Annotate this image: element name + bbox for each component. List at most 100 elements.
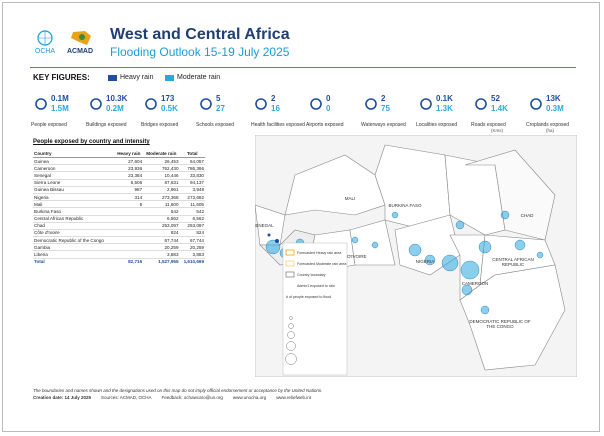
acmad-emblem xyxy=(71,31,91,45)
ocha-emblem xyxy=(37,30,53,46)
figure-name: Bridges exposed xyxy=(141,122,179,128)
table-cell: Sierra Leone xyxy=(33,179,115,187)
divider xyxy=(30,67,576,68)
creation-date: Creation date: 14 July 2025 xyxy=(33,395,92,400)
table-row: Gambia 20,259 20,259 xyxy=(33,243,205,252)
figure-unit: (Kms) xyxy=(491,128,503,133)
heavy-value: 13K xyxy=(546,94,561,103)
exposure-table: Country Heavy rain Moderate rain Total Guine… xyxy=(33,150,205,265)
table-cell: 23,936 xyxy=(114,164,144,173)
table-cell: Burkina Faso xyxy=(33,207,115,216)
title: West and Central Africa xyxy=(110,26,290,43)
subtitle: Flooding Outlook 15-19 July 2025 xyxy=(110,45,290,59)
link[interactable]: www.unocha.org xyxy=(232,395,267,400)
icon-shape xyxy=(475,98,487,110)
table-cell: 11,605 xyxy=(179,200,205,209)
legend-item: Heavy rain xyxy=(108,74,153,81)
table-cell: 5 xyxy=(114,200,144,209)
table-cell: 23,384 xyxy=(114,171,144,180)
icon xyxy=(530,98,542,110)
table-cell: 762,430 xyxy=(143,164,180,173)
legend-text: Country boundary xyxy=(297,273,326,277)
table-row: Guinea 27,604 26,453 54,057 xyxy=(33,157,205,166)
heavy-value: 52 xyxy=(491,94,500,103)
map-label: CHAD xyxy=(521,213,535,218)
table-cell: Senegal xyxy=(33,171,115,180)
column-header: Heavy rain xyxy=(114,150,144,158)
moderate-value: 1.5M xyxy=(51,104,69,113)
table-cell: 6,506 xyxy=(114,179,144,187)
table-cell: 273,682 xyxy=(179,193,205,202)
table-cell: 54,057 xyxy=(179,157,205,166)
total-row: Total 82,716 1,527,955 1,610,669 xyxy=(33,258,205,265)
table-row: Democratic Republic of the Congo 67,744 67… xyxy=(33,236,205,245)
map-legend: Forecasted Heavy rain area Forecasted Mod… xyxy=(285,249,346,299)
table-cell: 542 xyxy=(143,207,180,216)
icon-shape xyxy=(310,98,322,110)
legend-text: Forecasted Heavy rain area xyxy=(297,251,341,255)
icon-shape xyxy=(145,98,157,110)
logo-text: ACMAD xyxy=(66,48,94,55)
icon xyxy=(255,98,267,110)
table-cell: 824 xyxy=(143,229,180,238)
figure-name: Airports exposed xyxy=(306,122,344,128)
table-cell: 11,600 xyxy=(143,200,180,209)
table-cell: 3,948 xyxy=(179,186,205,194)
legend-text: Heavy rain xyxy=(120,74,154,81)
map-label: BURKINA FASO xyxy=(388,203,422,208)
table-cell: 824 xyxy=(179,229,205,238)
table-cell: 26,453 xyxy=(143,157,180,166)
moderate-value: 0 xyxy=(326,104,331,113)
figure-name: People exposed xyxy=(31,122,67,128)
moderate-value: 1.4K xyxy=(491,104,508,113)
figure-name: Schools exposed xyxy=(196,122,235,128)
total-cell: 82,716 xyxy=(128,259,143,265)
table-cell xyxy=(114,222,144,230)
icon-shape xyxy=(530,98,542,110)
figure-name: Health facilities exposed xyxy=(251,122,305,128)
table-row: Cameroon 23,936 762,430 786,366 xyxy=(33,164,205,173)
table-cell: Chad xyxy=(33,222,115,230)
figure-name: Waterways exposed xyxy=(361,122,406,128)
key-figures-label: KEY FIGURES: xyxy=(33,73,90,82)
link[interactable]: www.reliefweb.int xyxy=(276,395,311,400)
table-cell: 33,830 xyxy=(179,171,205,180)
table-cell xyxy=(114,243,144,252)
table-cell: 786,366 xyxy=(179,164,205,173)
map-label: MALI xyxy=(345,196,356,201)
table-cell: Nigeria xyxy=(33,193,115,202)
legend-text: Admin1 exposed to rain xyxy=(297,284,335,288)
figure-name: Roads exposed xyxy=(471,122,506,128)
table-cell: 20,259 xyxy=(143,243,180,252)
table-cell: 253,097 xyxy=(143,222,180,230)
table-cell: Guinea Bissau xyxy=(33,186,115,194)
footer-info: Creation date: 14 July 2025 Sources: ACM… xyxy=(33,395,311,400)
icon xyxy=(365,98,377,110)
icon xyxy=(475,98,487,110)
map-label: NIGERIA xyxy=(416,259,435,264)
icon-shape xyxy=(90,98,102,110)
moderate-value: 1.3K xyxy=(436,104,453,113)
total-cell: 1,610,669 xyxy=(183,259,204,265)
heavy-value: 173 xyxy=(161,94,175,103)
icon xyxy=(310,98,322,110)
feedback: Feedback: ochawcaro@un.org xyxy=(161,395,223,400)
legend-text: Moderate rain xyxy=(177,74,221,81)
icon xyxy=(35,98,47,110)
table-header: Country Heavy rain Moderate rain Total xyxy=(33,150,205,158)
column-header: Country xyxy=(33,150,115,158)
table-cell xyxy=(114,215,144,223)
legend-swatch xyxy=(285,249,295,256)
table-cell: 67,744 xyxy=(179,236,205,245)
column-header: Moderate rain xyxy=(143,150,180,158)
map-label: CENTRAL AFRICAN REPUBLIC xyxy=(492,257,534,267)
table-body: Guinea 27,604 26,453 54,057 Cameroon 23,936 76… xyxy=(33,157,205,265)
page-frame xyxy=(2,2,600,432)
icon xyxy=(145,98,157,110)
moderate-value: 0.3M xyxy=(546,104,564,113)
table-row: Guinea Bissau 987 2,961 3,948 xyxy=(33,186,205,194)
figure-name: Localities exposed xyxy=(416,122,458,128)
map-label: CAMEROON xyxy=(462,281,489,286)
logo-text: OCHA xyxy=(34,48,56,55)
